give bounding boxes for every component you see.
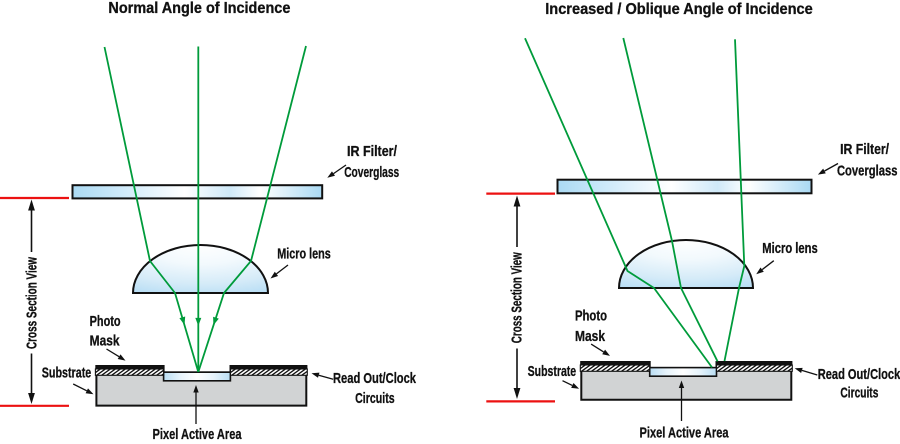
svg-text:IR Filter/: IR Filter/ xyxy=(840,141,890,158)
svg-text:Circuits: Circuits xyxy=(840,384,878,401)
svg-text:Substrate: Substrate xyxy=(42,364,92,381)
svg-text:Coverglass: Coverglass xyxy=(344,164,399,181)
svg-text:Read Out/Clock: Read Out/Clock xyxy=(333,370,416,387)
svg-text:Mask: Mask xyxy=(575,328,606,345)
svg-text:Read Out/Clock: Read Out/Clock xyxy=(818,366,900,383)
svg-text:Photo: Photo xyxy=(90,313,121,330)
svg-text:Cross Section View: Cross Section View xyxy=(24,257,41,349)
svg-text:Increased / Oblique Angle of I: Increased / Oblique Angle of Incidence xyxy=(545,1,813,18)
svg-text:Circuits: Circuits xyxy=(355,390,395,407)
svg-text:Mask: Mask xyxy=(90,332,121,349)
svg-text:Normal Angle of Incidence: Normal Angle of Incidence xyxy=(108,0,290,17)
svg-text:IR Filter/: IR Filter/ xyxy=(347,143,398,160)
svg-text:Micro lens: Micro lens xyxy=(277,245,331,262)
svg-text:Micro lens: Micro lens xyxy=(762,240,818,257)
svg-text:Pixel Active Area: Pixel Active Area xyxy=(640,424,729,441)
svg-text:Coverglass: Coverglass xyxy=(837,163,898,180)
svg-text:Substrate: Substrate xyxy=(528,363,577,380)
svg-text:Pixel Active Area: Pixel Active Area xyxy=(153,426,242,443)
svg-text:Cross Section View: Cross Section View xyxy=(509,252,526,343)
svg-text:Photo: Photo xyxy=(575,308,607,325)
